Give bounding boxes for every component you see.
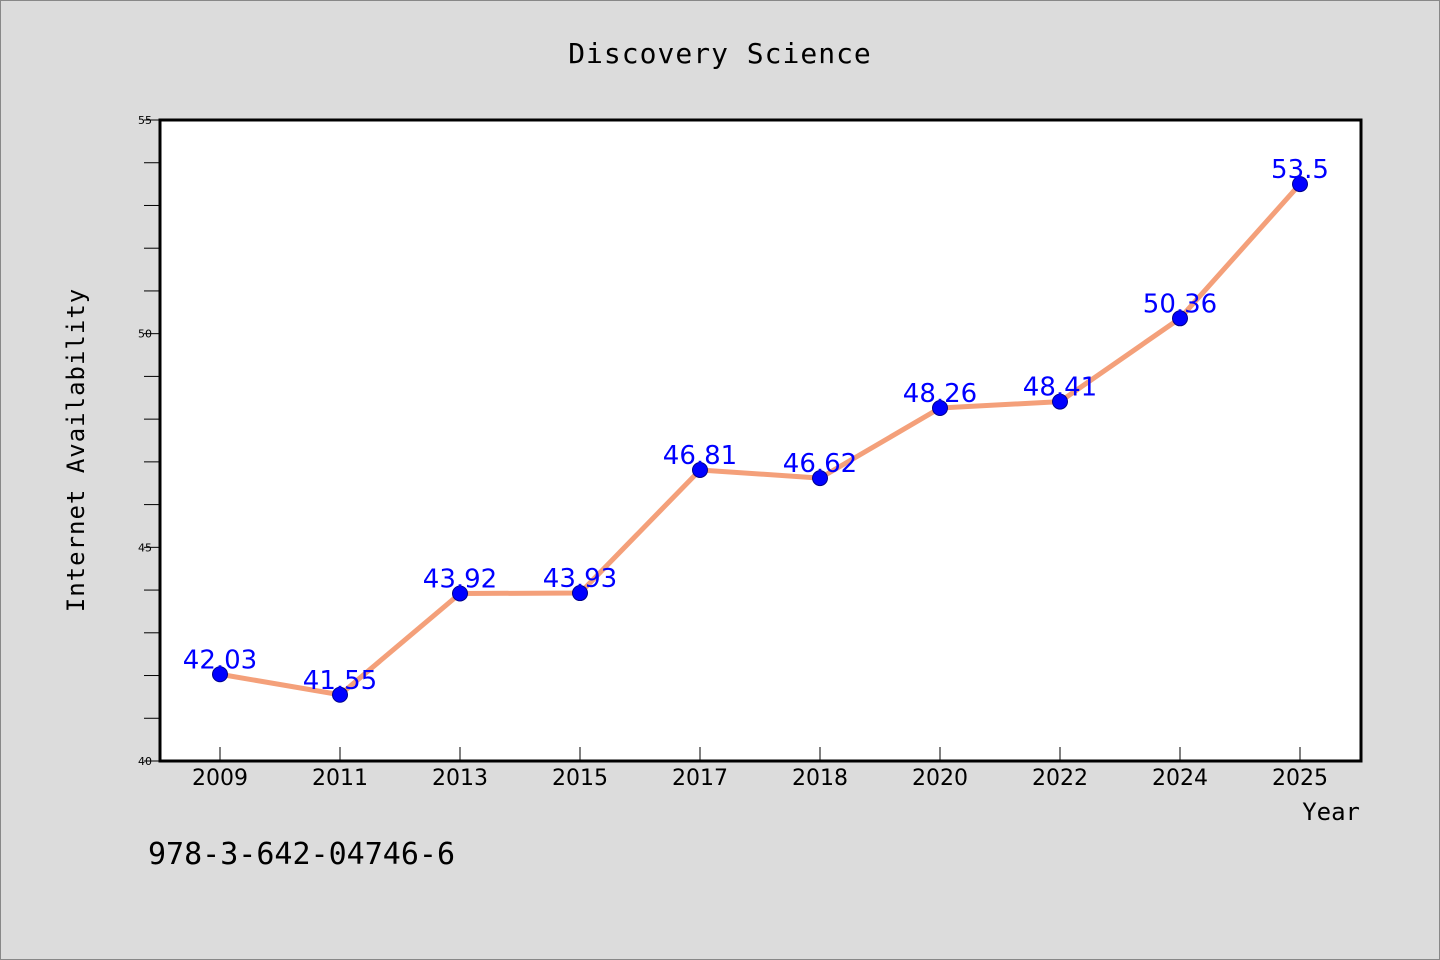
data-point [932,400,948,417]
x-tick-label: 2020 [912,766,968,791]
data-point [1292,176,1308,193]
series-layer: 42.03 41.55 43.92 43.93 46.81 46.62 48.26 48.41… [183,155,1329,703]
data-point [452,585,468,602]
x-tick-label: 2011 [312,766,368,791]
data-label: 50.36 [1143,289,1217,319]
series-line [217,181,1303,698]
data-label: 41.55 [303,666,377,696]
plot-area [158,118,1363,763]
data-point [212,666,228,683]
y-tick-label: 40 [138,755,152,768]
x-axis-ticks: 2009 2011 2013 2015 2017 2018 2020 2022 2024 2025 [192,747,1328,791]
x-tick-label: 2022 [1032,766,1088,791]
y-axis-label: Internet Availability [62,288,90,612]
x-tick-label: 2024 [1152,766,1208,791]
data-point [1052,393,1068,410]
isbn-text: 978-3-642-04746-6 [148,837,455,872]
data-point [1172,310,1188,327]
data-label: 48.41 [1023,373,1097,403]
data-label: 53.5 [1271,155,1329,185]
data-label: 46.81 [663,441,737,471]
data-point [572,585,588,602]
data-label: 43.93 [543,564,617,594]
y-tick-label: 50 [138,328,152,341]
data-label: 42.03 [183,645,257,675]
x-axis-label: Year [1302,798,1360,826]
x-tick-label: 2013 [432,766,488,791]
chart-title: Discovery Science [568,37,872,70]
x-tick-label: 2009 [192,766,248,791]
y-tick-label: 55 [138,114,152,127]
data-point [332,686,348,703]
y-tick-label: 45 [138,541,152,554]
data-point [812,470,828,487]
data-label: 46.62 [783,449,857,479]
data-point [692,461,708,478]
data-label: 43.92 [423,564,497,594]
x-tick-label: 2025 [1272,766,1328,791]
x-tick-label: 2018 [792,766,848,791]
y-axis-ticks: 40 45 50 55 [138,114,160,768]
x-tick-label: 2017 [672,766,728,791]
x-tick-label: 2015 [552,766,608,791]
data-label: 48.26 [903,379,977,409]
